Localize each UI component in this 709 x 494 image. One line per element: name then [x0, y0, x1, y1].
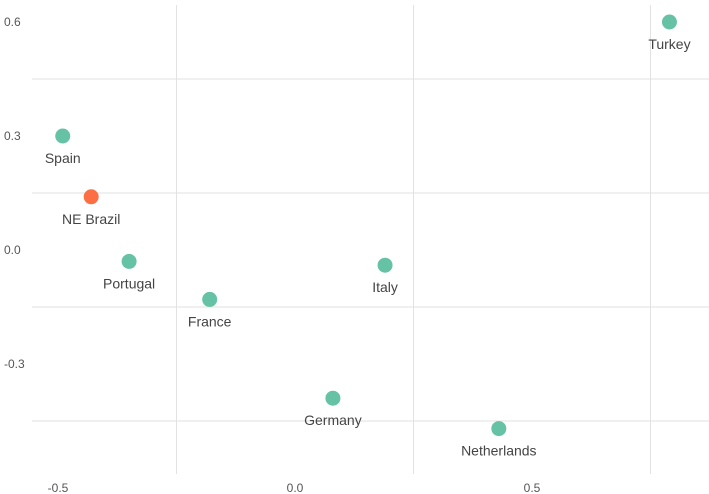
x-tick-label: -0.5: [48, 481, 69, 494]
x-tick-label: 0.0: [287, 481, 304, 494]
point-label: Spain: [45, 150, 81, 166]
point-label: Italy: [372, 279, 398, 295]
data-point: [83, 189, 99, 205]
x-axis-tick-labels: -0.5 0.0 0.5: [48, 481, 541, 494]
data-point: [202, 291, 218, 307]
y-tick-label: 0.0: [4, 243, 21, 257]
y-axis-tick-labels: 0.6 0.3 0.0 -0.3: [4, 15, 25, 371]
data-point: [661, 14, 677, 30]
x-tick-label: 0.5: [524, 481, 541, 494]
point-label: Germany: [304, 412, 362, 428]
point-label: Netherlands: [461, 443, 537, 459]
point-label: France: [188, 313, 232, 329]
data-point: [491, 421, 507, 437]
data-point: [55, 128, 71, 144]
data-point: [377, 257, 393, 273]
data-point: [121, 253, 137, 269]
y-tick-label: 0.6: [4, 15, 21, 29]
point-label: NE Brazil: [62, 211, 120, 227]
point-label: Turkey: [648, 36, 690, 52]
point-label: Portugal: [103, 275, 155, 291]
data-point: [325, 390, 341, 406]
grid: [32, 5, 709, 474]
data-points: [55, 14, 677, 437]
y-tick-label: -0.3: [4, 357, 25, 371]
y-tick-label: 0.3: [4, 129, 21, 143]
point-labels: Turkey Spain NE Brazil Portugal Italy France G…: [45, 36, 691, 459]
